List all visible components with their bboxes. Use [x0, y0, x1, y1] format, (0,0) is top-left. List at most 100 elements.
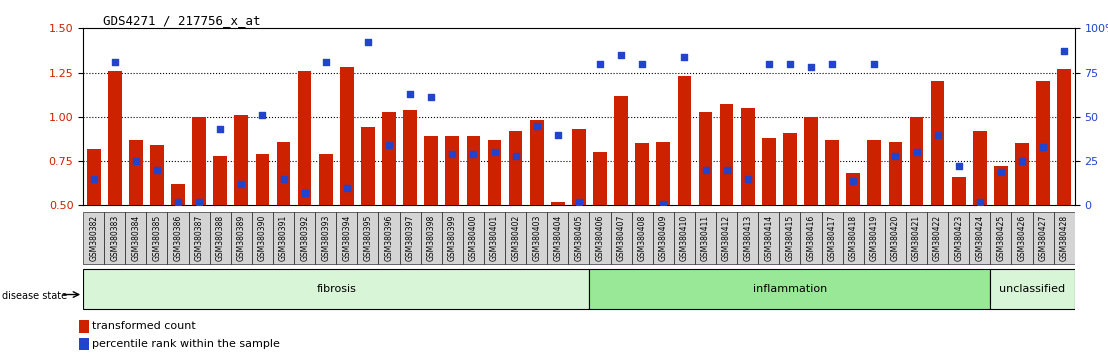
Point: [443, 151, 461, 157]
Bar: [741, 108, 755, 205]
Point: [971, 199, 988, 205]
Bar: [551, 202, 565, 205]
Bar: [442, 211, 463, 264]
Point: [1055, 48, 1073, 54]
Point: [506, 153, 524, 159]
Point: [275, 176, 293, 182]
Bar: [129, 140, 143, 205]
Bar: [927, 211, 948, 264]
Bar: [337, 211, 358, 264]
Bar: [83, 211, 104, 264]
Bar: [252, 211, 273, 264]
Bar: [230, 211, 252, 264]
Text: unclassified: unclassified: [999, 284, 1066, 295]
Text: GSM380406: GSM380406: [595, 215, 605, 261]
Bar: [847, 173, 860, 205]
Text: disease state: disease state: [2, 291, 68, 301]
Bar: [948, 211, 970, 264]
Text: percentile rank within the sample: percentile rank within the sample: [92, 339, 280, 349]
Point: [296, 190, 314, 196]
Bar: [83, 269, 589, 309]
Bar: [488, 140, 502, 205]
Bar: [547, 211, 568, 264]
Point: [613, 52, 630, 58]
Bar: [632, 211, 653, 264]
Text: GSM380407: GSM380407: [617, 215, 626, 261]
Bar: [699, 112, 712, 205]
Point: [739, 176, 757, 182]
Bar: [315, 211, 337, 264]
Point: [106, 59, 124, 65]
Bar: [825, 140, 839, 205]
Point: [760, 61, 778, 67]
Bar: [167, 211, 188, 264]
Bar: [678, 76, 691, 205]
Text: GSM380414: GSM380414: [765, 215, 773, 261]
Text: GSM380401: GSM380401: [490, 215, 499, 261]
Bar: [421, 211, 442, 264]
Bar: [382, 112, 396, 205]
Point: [380, 142, 398, 148]
Bar: [910, 117, 923, 205]
Bar: [403, 110, 417, 205]
Text: GSM380419: GSM380419: [870, 215, 879, 261]
Text: GSM380427: GSM380427: [1038, 215, 1047, 261]
Bar: [400, 211, 421, 264]
Text: GSM380389: GSM380389: [237, 215, 246, 261]
Bar: [758, 211, 779, 264]
Text: GSM380398: GSM380398: [427, 215, 435, 261]
Point: [781, 61, 799, 67]
Text: GSM380405: GSM380405: [574, 215, 584, 261]
Point: [950, 164, 967, 169]
Bar: [572, 129, 586, 205]
Bar: [445, 136, 459, 205]
Point: [823, 61, 841, 67]
Text: GDS4271 / 217756_x_at: GDS4271 / 217756_x_at: [103, 14, 260, 27]
Point: [85, 176, 103, 182]
Text: GSM380396: GSM380396: [384, 215, 393, 261]
Bar: [1036, 81, 1050, 205]
Point: [929, 132, 946, 137]
Text: GSM380417: GSM380417: [828, 215, 837, 261]
Point: [422, 95, 440, 100]
Text: GSM380423: GSM380423: [954, 215, 963, 261]
Bar: [107, 71, 122, 205]
Bar: [214, 156, 227, 205]
Point: [464, 151, 482, 157]
Point: [127, 158, 145, 164]
Bar: [783, 133, 797, 205]
Text: GSM380421: GSM380421: [912, 215, 921, 261]
Text: GSM380385: GSM380385: [153, 215, 162, 261]
Text: GSM380422: GSM380422: [933, 215, 942, 261]
Bar: [235, 115, 248, 205]
Text: GSM380412: GSM380412: [722, 215, 731, 261]
Bar: [695, 211, 716, 264]
Text: GSM380403: GSM380403: [532, 215, 541, 261]
Bar: [104, 211, 125, 264]
Bar: [821, 211, 843, 264]
Bar: [86, 149, 101, 205]
Bar: [653, 211, 674, 264]
Point: [527, 123, 545, 129]
Bar: [1015, 143, 1029, 205]
Point: [170, 199, 187, 205]
Bar: [674, 211, 695, 264]
Bar: [146, 211, 167, 264]
Bar: [635, 143, 649, 205]
Point: [548, 132, 566, 137]
Text: GSM380418: GSM380418: [849, 215, 858, 261]
Text: inflammation: inflammation: [752, 284, 827, 295]
Bar: [970, 211, 991, 264]
Point: [148, 167, 166, 173]
Text: GSM380415: GSM380415: [786, 215, 794, 261]
Text: GSM380386: GSM380386: [174, 215, 183, 261]
Text: GSM380397: GSM380397: [406, 215, 414, 261]
Bar: [150, 145, 164, 205]
Bar: [991, 269, 1075, 309]
Point: [233, 181, 250, 187]
Bar: [864, 211, 885, 264]
Bar: [463, 211, 484, 264]
Point: [191, 199, 208, 205]
Bar: [209, 211, 230, 264]
Point: [570, 199, 587, 205]
